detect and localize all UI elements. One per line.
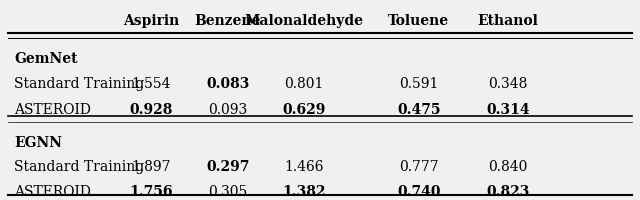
Text: 0.928: 0.928 xyxy=(129,102,173,116)
Text: 0.740: 0.740 xyxy=(397,184,440,198)
Text: GemNet: GemNet xyxy=(14,52,77,66)
Text: 1.382: 1.382 xyxy=(282,184,326,198)
Text: 1.554: 1.554 xyxy=(131,76,171,90)
Text: 0.297: 0.297 xyxy=(206,159,250,173)
Text: EGNN: EGNN xyxy=(14,135,62,149)
Text: 0.083: 0.083 xyxy=(206,76,250,90)
Text: 1.756: 1.756 xyxy=(129,184,173,198)
Text: Benzene: Benzene xyxy=(195,14,260,28)
Text: 0.801: 0.801 xyxy=(284,76,324,90)
Text: 0.475: 0.475 xyxy=(397,102,440,116)
Text: 0.840: 0.840 xyxy=(488,159,527,173)
Text: 0.314: 0.314 xyxy=(486,102,530,116)
Text: 0.629: 0.629 xyxy=(282,102,326,116)
Text: 0.591: 0.591 xyxy=(399,76,438,90)
Text: 1.466: 1.466 xyxy=(284,159,324,173)
Text: Standard Training: Standard Training xyxy=(14,159,145,173)
Text: ASTEROID: ASTEROID xyxy=(14,102,91,116)
Text: 0.093: 0.093 xyxy=(208,102,247,116)
Text: 0.823: 0.823 xyxy=(486,184,530,198)
Text: 0.777: 0.777 xyxy=(399,159,438,173)
Text: ASTEROID: ASTEROID xyxy=(14,184,91,198)
Text: Ethanol: Ethanol xyxy=(477,14,538,28)
Text: Standard Training: Standard Training xyxy=(14,76,145,90)
Text: Aspirin: Aspirin xyxy=(123,14,179,28)
Text: 0.305: 0.305 xyxy=(208,184,247,198)
Text: Malonaldehyde: Malonaldehyde xyxy=(244,14,364,28)
Text: 0.348: 0.348 xyxy=(488,76,527,90)
Text: 1.897: 1.897 xyxy=(131,159,171,173)
Text: Toluene: Toluene xyxy=(388,14,449,28)
